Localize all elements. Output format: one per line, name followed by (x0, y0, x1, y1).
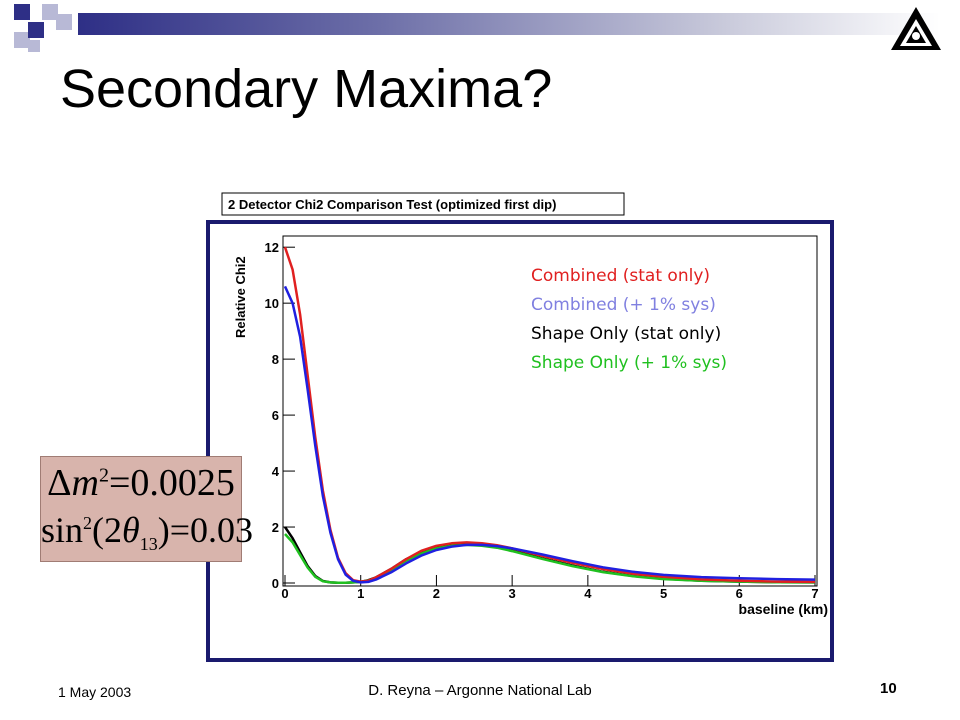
plot-area (282, 235, 818, 587)
delta-m-squared-equation: Δm2=0.0025 (41, 461, 241, 505)
decor-square-3 (56, 14, 72, 30)
x-tick-label: 3 (509, 586, 516, 601)
legend: Combined (stat only) Combined (+ 1% sys) S… (531, 266, 727, 373)
theta-variable: θ (122, 510, 140, 550)
slide-title: Secondary Maxima? (60, 59, 553, 119)
m-exponent: 2 (98, 464, 109, 487)
y-tick-label: 2 (272, 520, 279, 535)
x-tick-label: 4 (584, 586, 592, 601)
decor-square-5 (28, 22, 44, 38)
decor-square-4 (14, 32, 30, 48)
header-gradient-bar (78, 13, 940, 35)
x-axis-label: baseline (km) (739, 601, 828, 617)
sin2-value: )=0.03 (157, 510, 253, 550)
series-line-3 (284, 533, 816, 584)
delta-symbol: Δ (47, 462, 72, 504)
legend-entry-1: Combined (+ 1% sys) (531, 295, 716, 315)
footer-author: D. Reyna – Argonne National Lab (368, 682, 592, 699)
x-tick-label: 5 (660, 586, 667, 601)
decor-square-2 (42, 4, 58, 20)
two-factor: (2 (92, 510, 123, 550)
x-tick-label: 2 (433, 586, 440, 601)
sin-function: sin (41, 510, 84, 550)
legend-entry-2: Shape Only (stat only) (531, 324, 721, 344)
title-box (221, 192, 625, 216)
series-lines (283, 246, 816, 584)
y-tick-label: 4 (272, 464, 280, 479)
delta-m-value: =0.0025 (108, 462, 235, 504)
x-tick-label: 1 (357, 586, 364, 601)
y-axis-label: Relative Chi2 (233, 256, 248, 338)
sin2-theta13-equation: sin2(2θ13)=0.03 (41, 509, 253, 555)
theta-subscript: 13 (139, 534, 158, 555)
y-tick-label: 0 (272, 576, 279, 591)
y-tick-label: 6 (272, 408, 279, 423)
decor-square-6 (28, 40, 40, 52)
y-tick-label: 10 (265, 296, 279, 311)
y-tick-label: 12 (265, 240, 279, 255)
oscillation-parameters-box: Δm2=0.0025 sin2(2θ13)=0.03 (40, 456, 253, 562)
x-tick-label: 6 (736, 586, 743, 601)
page-number: 10 (880, 680, 897, 697)
decor-square-1 (14, 4, 30, 20)
y-tick-label: 8 (272, 352, 279, 367)
legend-entry-3: Shape Only (+ 1% sys) (531, 353, 727, 373)
m-variable: m (71, 462, 99, 504)
x-tick-label: 0 (281, 586, 288, 601)
chart-title: 2 Detector Chi2 Comparison Test (optimiz… (228, 197, 556, 212)
x-tick-label: 7 (811, 586, 818, 601)
chart-frame (206, 220, 834, 662)
series-line-1 (283, 285, 816, 584)
argonne-logo-icon (891, 7, 941, 50)
legend-entry-0: Combined (stat only) (531, 266, 710, 286)
footer-date: 1 May 2003 (58, 684, 132, 700)
sin-exponent: 2 (83, 513, 93, 533)
